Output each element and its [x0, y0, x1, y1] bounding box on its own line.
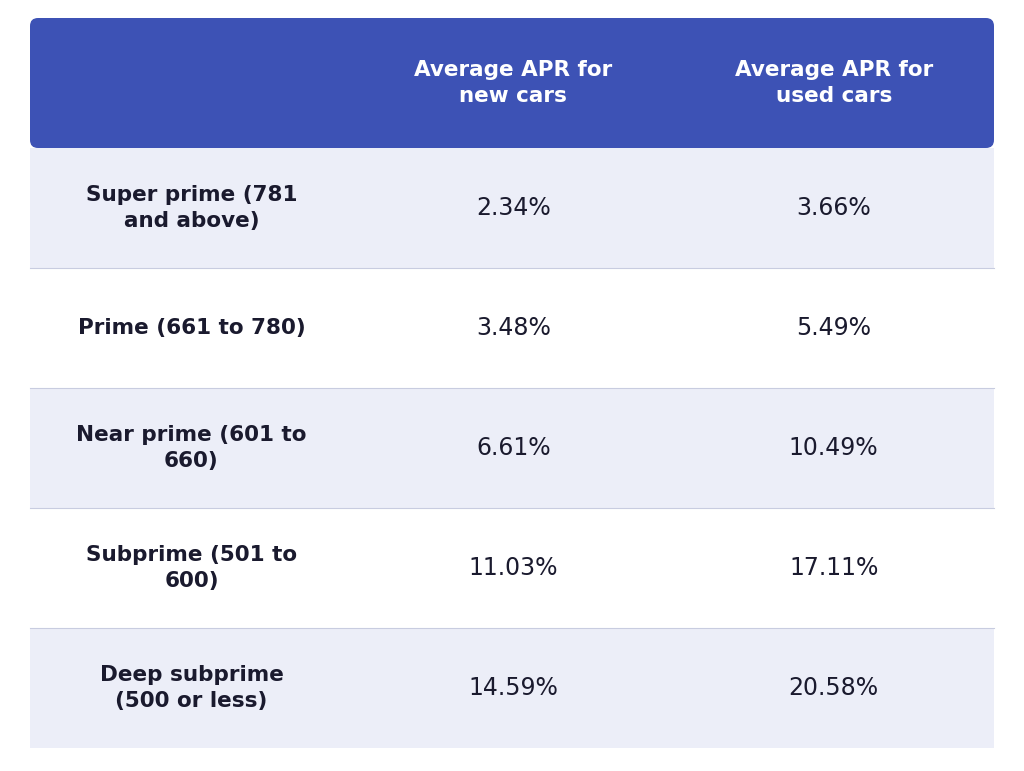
Text: 5.49%: 5.49%: [797, 316, 871, 340]
Text: 2.34%: 2.34%: [476, 196, 551, 220]
Text: 10.49%: 10.49%: [788, 436, 879, 460]
Text: 6.61%: 6.61%: [476, 436, 551, 460]
Text: 3.66%: 3.66%: [797, 196, 871, 220]
Text: Near prime (601 to
660): Near prime (601 to 660): [76, 425, 307, 471]
Text: 17.11%: 17.11%: [790, 556, 879, 580]
Text: 20.58%: 20.58%: [788, 676, 879, 700]
FancyBboxPatch shape: [30, 508, 994, 628]
FancyBboxPatch shape: [30, 388, 994, 508]
Text: Average APR for
used cars: Average APR for used cars: [734, 60, 933, 106]
FancyBboxPatch shape: [30, 628, 994, 748]
Text: Super prime (781
and above): Super prime (781 and above): [86, 185, 297, 231]
Text: 11.03%: 11.03%: [468, 556, 558, 580]
FancyBboxPatch shape: [30, 268, 994, 388]
FancyBboxPatch shape: [30, 18, 994, 148]
Text: Subprime (501 to
600): Subprime (501 to 600): [86, 545, 297, 591]
Text: Prime (661 to 780): Prime (661 to 780): [78, 318, 305, 338]
Text: Deep subprime
(500 or less): Deep subprime (500 or less): [99, 665, 284, 711]
FancyBboxPatch shape: [30, 148, 994, 268]
Text: Average APR for
new cars: Average APR for new cars: [414, 60, 612, 106]
Text: 14.59%: 14.59%: [468, 676, 558, 700]
Text: 3.48%: 3.48%: [476, 316, 551, 340]
